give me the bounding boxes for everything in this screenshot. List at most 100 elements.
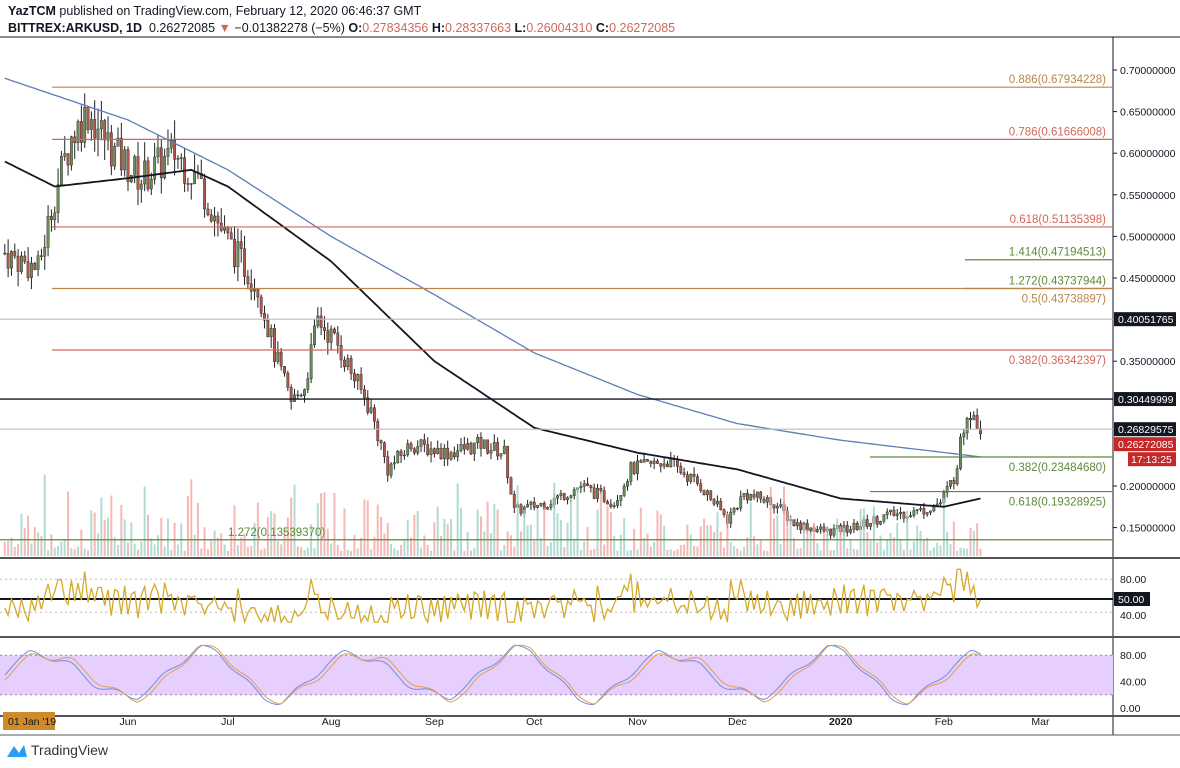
fib-level-label: 0.786(0.61666008) [1009,126,1106,138]
volume-bar [346,549,349,556]
volume-bar [919,531,922,556]
rsi-tick-label: 80.00 [1120,574,1146,586]
volume-bar [946,531,949,556]
volume-bar [829,550,832,556]
candle-body [709,490,713,500]
rsi-badge [1114,592,1150,606]
candle-body [259,296,263,314]
volume-bar [450,519,453,556]
volume-bar [223,544,226,556]
volume-bar [503,544,506,556]
tradingview-logo[interactable]: TradingView [6,742,108,758]
volume-bar [766,550,769,556]
volume-bar [842,527,845,556]
price-tick-label: 0.50000000 [1120,231,1176,243]
candle-body [193,171,196,185]
price-tick-label: 0.20000000 [1120,481,1176,493]
price-tick-label: 0.35000000 [1120,356,1176,368]
volume-bar [183,550,186,556]
price-badge [1114,437,1176,452]
candle-body [609,503,613,507]
price-tick-label: 0.15000000 [1120,523,1176,535]
candle-body [822,526,826,532]
volume-bar [136,549,139,556]
volume-bar [426,545,429,556]
volume-bar [193,534,196,556]
volume-bar [676,549,679,556]
candle-body [636,460,639,474]
volume-bar [926,537,929,556]
candle-body [33,262,37,270]
volume-bar [213,530,216,556]
volume-bar [110,495,113,556]
volume-bar [906,510,909,556]
candle-body [53,212,57,221]
candle-body [143,160,147,185]
candle-body [599,487,603,491]
candle-body [449,452,453,460]
candle-body [546,507,549,510]
candle-body [626,481,629,487]
volume-bar [616,550,619,556]
candle-body [536,505,539,508]
candle-body [426,444,430,455]
volume-bar [819,550,822,556]
candle-body [326,330,330,343]
volume-bar [489,533,492,556]
volume-bar [383,533,386,556]
candle-body [63,153,67,157]
volume-bar [97,533,100,556]
volume-bar [443,518,446,556]
candle-body [749,494,753,501]
candle-body [529,501,533,505]
candle-body [186,183,190,185]
candle-body [86,107,90,130]
volume-bar [516,484,519,556]
candle-body [286,372,290,388]
volume-bar [293,484,296,556]
candle-body [716,500,719,505]
volume-bar [67,491,70,556]
volume-bars [3,474,982,556]
volume-bar [336,545,339,556]
candle-body [712,499,716,505]
time-tick-label: Jul [221,716,234,728]
volume-bar [786,510,789,556]
candle-body [369,407,373,413]
volume-bar [453,550,456,556]
volume-bar [759,540,762,556]
candle-body [442,447,446,460]
volume-bar [912,541,915,556]
candle-body [879,521,882,525]
volume-bar [816,543,819,556]
volume-bar [613,535,616,556]
candle-body [156,147,160,158]
candle-body [692,474,696,477]
fib-level-label: 0.886(0.67934228) [1009,74,1106,86]
volume-bar [849,540,852,556]
candle-body [919,508,922,510]
volume-bar [363,499,366,556]
volume-bar [90,510,93,556]
candle-body [666,463,669,468]
candle-body [502,446,506,454]
countdown-text: 17:13:25 [1131,454,1172,466]
candle-body [66,153,70,166]
candle-body [176,158,180,160]
candle-body [852,523,856,530]
volume-bar [743,547,746,556]
candle-body [96,128,100,139]
candle-body [799,522,803,530]
candle-body [236,241,240,268]
volume-bar [373,536,376,556]
volume-bar [410,537,413,556]
volume-bar [436,506,439,556]
candle-body [649,461,653,464]
volume-bar [400,544,403,556]
candle-body [569,495,573,498]
candle-body [60,156,63,185]
candle-body [805,523,809,531]
candle-body [309,344,313,379]
volume-bar [176,544,179,556]
